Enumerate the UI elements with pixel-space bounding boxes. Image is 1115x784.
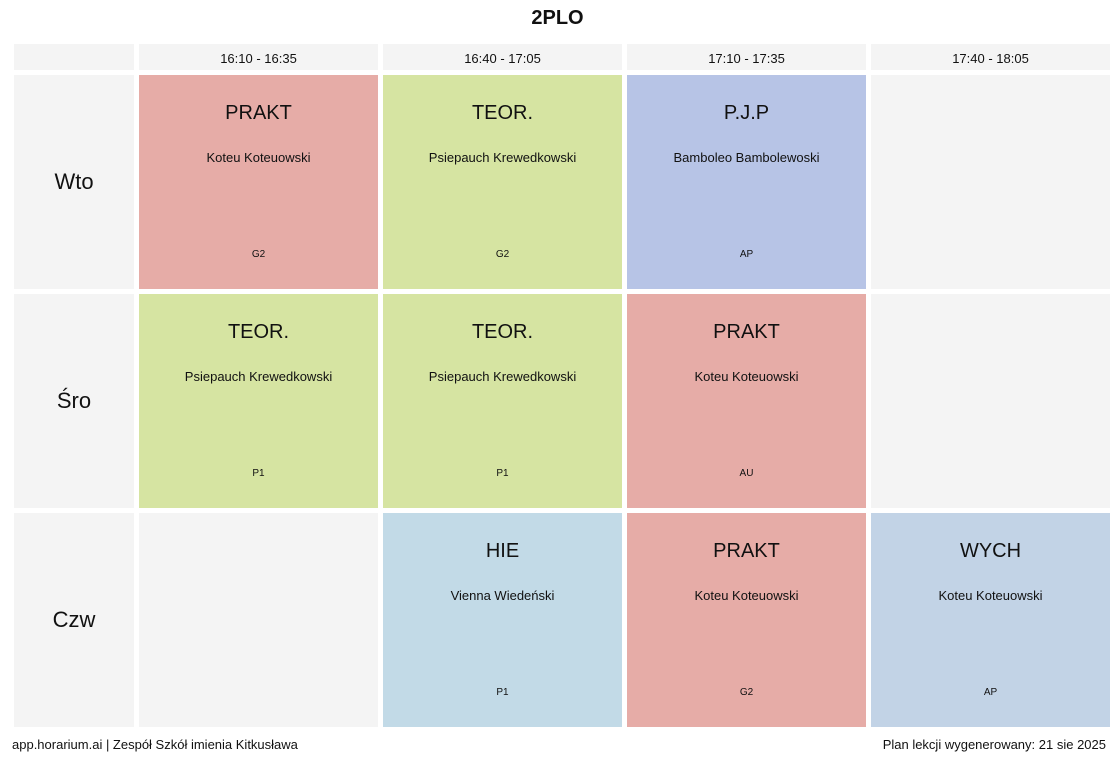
- lesson-subject: HIE: [485, 540, 520, 562]
- lesson-subject: TEOR.: [471, 321, 534, 343]
- time-slot-header: 16:40 - 17:05: [383, 44, 622, 70]
- lesson-card[interactable]: PRAKT Koteu Koteuowski G2: [627, 513, 866, 727]
- schedule-title: 2PLO: [531, 7, 584, 29]
- lesson-card[interactable]: PRAKT Koteu Koteuowski AU: [627, 294, 866, 508]
- empty-slot: [871, 75, 1110, 289]
- timetable-grid: 16:10 - 16:35 16:40 - 17:05 17:10 - 17:3…: [14, 44, 1110, 727]
- lesson-card[interactable]: TEOR. Psiepauch Krewedkowski P1: [139, 294, 378, 508]
- day-label-sro: Śro: [14, 294, 134, 508]
- lesson-room: G2: [739, 687, 754, 698]
- lesson-subject: PRAKT: [713, 540, 780, 562]
- lesson-subject: PRAKT: [225, 102, 292, 124]
- lesson-card[interactable]: HIE Vienna Wiedeński P1: [383, 513, 622, 727]
- footer-school-info: app.horarium.ai | Zespół Szkół imienia K…: [12, 737, 298, 752]
- corner-cell: [14, 44, 134, 70]
- lesson-teacher: Vienna Wiedeński: [450, 588, 555, 603]
- empty-slot: [871, 294, 1110, 508]
- lesson-room: P1: [496, 687, 509, 698]
- lesson-card[interactable]: WYCH Koteu Koteuowski AP: [871, 513, 1110, 727]
- lesson-card[interactable]: PRAKT Koteu Koteuowski G2: [139, 75, 378, 289]
- lesson-room: AP: [739, 249, 754, 260]
- lesson-subject: WYCH: [959, 540, 1022, 562]
- lesson-teacher: Psiepauch Krewedkowski: [184, 369, 333, 384]
- day-label-wto: Wto: [14, 75, 134, 289]
- lesson-teacher: Bamboleo Bambolewoski: [673, 150, 820, 165]
- lesson-room: P1: [496, 468, 509, 479]
- lesson-teacher: Koteu Koteuowski: [938, 588, 1043, 603]
- footer-generated-date: Plan lekcji wygenerowany: 21 sie 2025: [882, 737, 1106, 752]
- lesson-card[interactable]: TEOR. Psiepauch Krewedkowski P1: [383, 294, 622, 508]
- lesson-subject: PRAKT: [713, 321, 780, 343]
- time-slot-header: 17:10 - 17:35: [627, 44, 866, 70]
- lesson-card[interactable]: P.J.P Bamboleo Bambolewoski AP: [627, 75, 866, 289]
- lesson-teacher: Koteu Koteuowski: [694, 588, 799, 603]
- time-slot-header: 17:40 - 18:05: [871, 44, 1110, 70]
- lesson-room: G2: [251, 249, 266, 260]
- lesson-subject: TEOR.: [227, 321, 290, 343]
- day-label-czw: Czw: [14, 513, 134, 727]
- lesson-teacher: Psiepauch Krewedkowski: [428, 150, 577, 165]
- lesson-subject: TEOR.: [471, 102, 534, 124]
- lesson-teacher: Koteu Koteuowski: [206, 150, 311, 165]
- lesson-room: G2: [495, 249, 510, 260]
- lesson-room: AU: [739, 468, 754, 479]
- lesson-room: P1: [252, 468, 265, 479]
- lesson-teacher: Psiepauch Krewedkowski: [428, 369, 577, 384]
- lesson-subject: P.J.P: [723, 102, 770, 124]
- time-slot-header: 16:10 - 16:35: [139, 44, 378, 70]
- lesson-teacher: Koteu Koteuowski: [694, 369, 799, 384]
- lesson-card[interactable]: TEOR. Psiepauch Krewedkowski G2: [383, 75, 622, 289]
- lesson-room: AP: [983, 687, 998, 698]
- empty-slot: [139, 513, 378, 727]
